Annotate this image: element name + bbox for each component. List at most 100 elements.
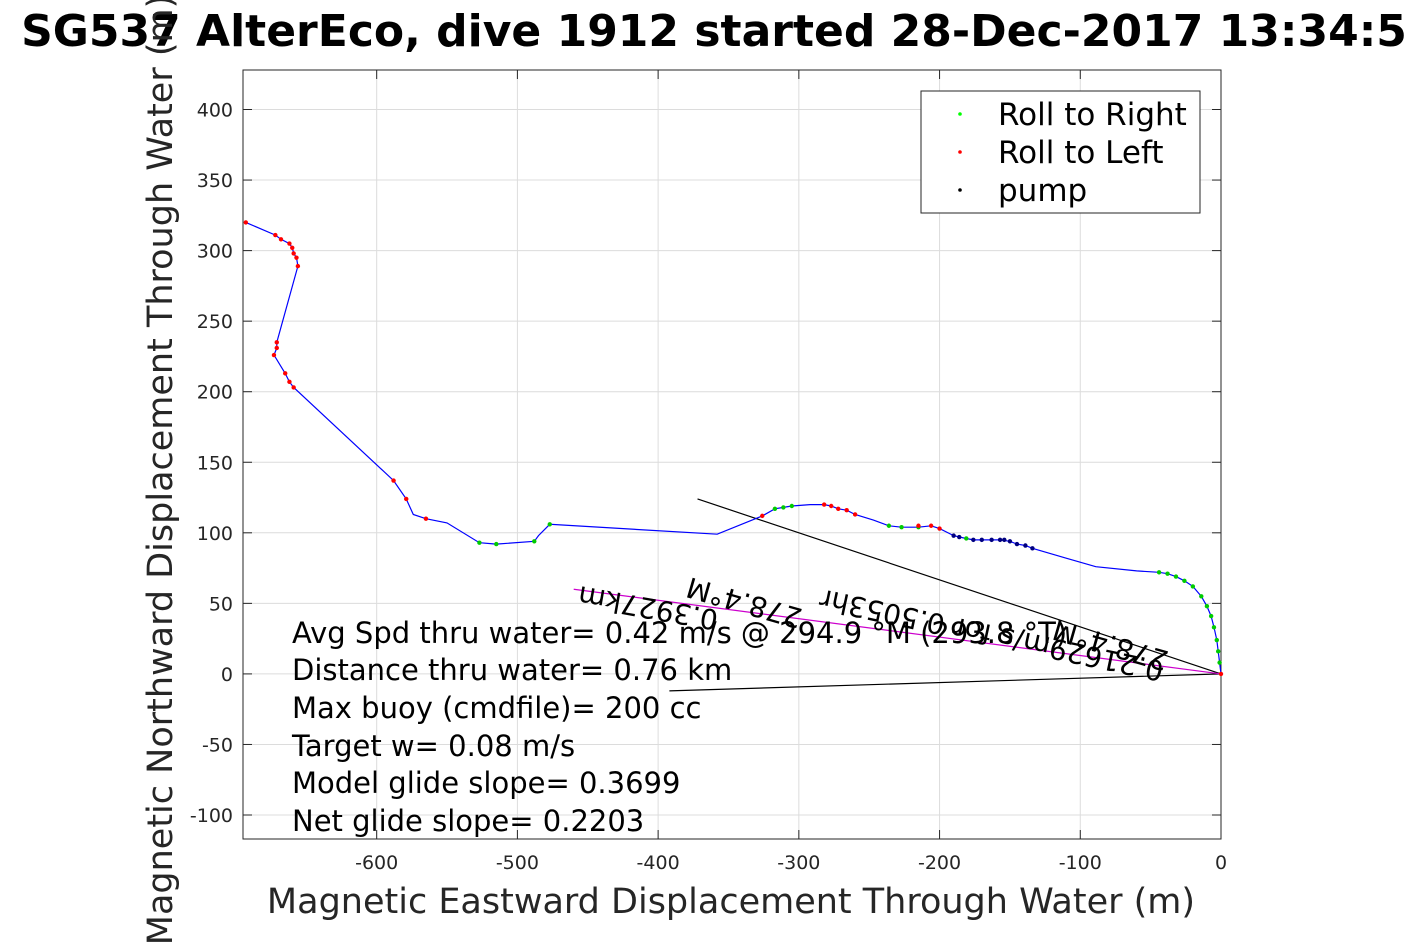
roll-left-point (287, 379, 292, 385)
roll-left-point (274, 345, 279, 351)
roll-left-point (291, 385, 296, 390)
roll-left-point (928, 523, 934, 528)
pump-point (997, 537, 1003, 543)
x-tick-label: -200 (918, 852, 961, 874)
roll-right-point (964, 536, 969, 541)
legend-box (920, 90, 1201, 214)
roll-left-point (271, 352, 277, 358)
roll-left-point (760, 513, 765, 519)
roll-left-point (283, 371, 288, 376)
roll-left-point (916, 523, 921, 528)
roll-left-point (1218, 671, 1224, 677)
roll-right-point (1214, 637, 1219, 643)
legend-marker-roll-left (958, 150, 962, 154)
y-tick-label: 200 (197, 382, 233, 404)
x-tick-label: -400 (637, 852, 680, 874)
pump-point (989, 537, 994, 543)
roll-left-point (273, 232, 278, 238)
roll-right-point (1173, 574, 1179, 579)
roll-right-point (477, 540, 482, 545)
roll-left-point (287, 241, 292, 246)
roll-left-point (295, 263, 301, 269)
y-tick-label: 50 (209, 593, 233, 615)
x-tick-label: 0 (1215, 852, 1227, 874)
y-tick-label: 250 (197, 311, 233, 333)
avg-vector-line (573, 588, 1222, 675)
pump-point (951, 533, 956, 538)
pump-point (1002, 537, 1007, 543)
marker-series (243, 220, 1224, 677)
roll-left-point (423, 516, 429, 521)
roll-left-point (294, 255, 299, 260)
roll-right-point (1204, 603, 1210, 609)
roll-right-point (1217, 660, 1222, 665)
roll-left-point (391, 478, 396, 483)
y-tick-label: 100 (197, 523, 233, 545)
roll-left-point (291, 251, 296, 256)
y-tick-label: 0 (221, 664, 233, 686)
roll-left-point (852, 512, 858, 517)
roll-left-point (274, 340, 279, 345)
roll-left-point (829, 503, 834, 509)
roll-right-point (532, 539, 537, 544)
ticks (243, 70, 1222, 839)
roll-right-point (1215, 649, 1221, 654)
roll-right-point (789, 503, 795, 509)
pump-point (979, 537, 984, 543)
roll-left-point (836, 506, 841, 512)
y-tick-label: 150 (197, 452, 233, 474)
roll-left-point (404, 496, 409, 502)
reference-lines (669, 498, 1222, 692)
grid (243, 70, 1222, 839)
roll-right-point (1199, 594, 1204, 599)
reference-line (697, 498, 1222, 675)
annotation-avg-speed: Avg Spd thru water= 0.42 m/s @ 294.9 °M … (292, 616, 1067, 650)
roll-left-point (821, 502, 827, 507)
roll-right-point (899, 524, 904, 530)
roll-right-point (1208, 613, 1214, 619)
roll-right-point (1165, 571, 1170, 576)
x-tick-label: -500 (496, 852, 539, 874)
pump-point (1007, 539, 1013, 544)
roll-left-point (844, 508, 849, 513)
pump-point (957, 534, 962, 540)
x-tick-label: -600 (355, 852, 398, 874)
reference-line (669, 673, 1222, 692)
annotation-net-glide: Net glide slope= 0.2203 (292, 804, 644, 838)
y-tick-label: 400 (197, 100, 233, 122)
legend-marker-pump (958, 188, 962, 192)
roll-right-point (1182, 578, 1187, 583)
roll-right-point (1211, 625, 1217, 630)
roll-right-point (1190, 584, 1196, 589)
x-axis-label: Magnetic Eastward Displacement Through W… (267, 882, 1195, 922)
y-tick-label: 350 (197, 170, 233, 192)
legend-marker-roll-right (958, 112, 962, 116)
roll-right-point (772, 506, 778, 512)
y-axis-label: Magnetic Northward Displacement Through … (141, 0, 181, 945)
pump-point (971, 537, 976, 543)
chart-title: SG537 AlterEco, dive 1912 started 28-Dec… (21, 6, 1407, 57)
average-vector (573, 588, 1222, 675)
y-tick-labels: -100 -50 0 50 100 150 200 250 300 350 400 (190, 100, 233, 828)
roll-right-point (494, 541, 499, 547)
roll-left-point (937, 526, 942, 531)
roll-right-point (886, 523, 892, 528)
roll-right-point (1156, 570, 1162, 575)
annotation-block: Avg Spd thru water= 0.42 m/s @ 294.9 °M … (291, 616, 1067, 838)
pump-point (1030, 546, 1035, 551)
roll-left-point (243, 220, 249, 225)
roll-right-point (547, 522, 552, 527)
y-tick-label: -100 (190, 805, 233, 827)
legend-label-roll-right: Roll to Right (998, 97, 1187, 133)
annotation-model-glide: Model glide slope= 0.3699 (292, 766, 680, 800)
legend-label-roll-left: Roll to Left (998, 135, 1164, 171)
x-tick-label: -300 (777, 852, 820, 874)
legend-label-pump: pump (998, 173, 1087, 209)
plot-frame (242, 69, 1222, 840)
annotation-max-buoy: Max buoy (cmdfile)= 200 cc (292, 691, 701, 725)
roll-left-point (278, 237, 284, 242)
legend: Roll to Right Roll to Left pump (920, 90, 1201, 214)
pump-point (1023, 543, 1028, 548)
pump-point (1014, 541, 1020, 547)
